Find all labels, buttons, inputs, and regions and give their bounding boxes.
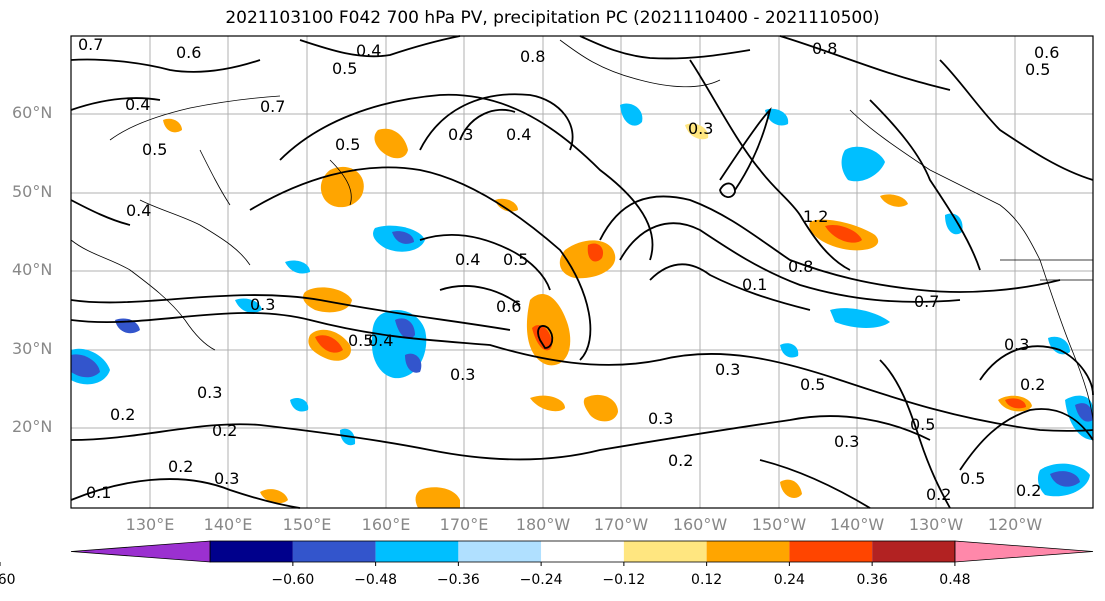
colorbar-tick-label: −0.60 bbox=[271, 572, 315, 588]
contour-label: 0.2 bbox=[110, 405, 135, 424]
colorbar-bin bbox=[872, 541, 955, 562]
contour-label: 0.5 bbox=[960, 469, 985, 488]
contour-label: 0.6 bbox=[496, 297, 521, 316]
contour-label: 0.3 bbox=[450, 365, 475, 384]
graticule bbox=[71, 36, 1093, 508]
contour-label: 0.3 bbox=[197, 383, 222, 402]
contour-label: 0.5 bbox=[348, 331, 373, 350]
map-panel: 0.7 0.6 0.5 0.4 0.8 0.8 0.6 0.5 0.4 0.5 … bbox=[70, 35, 1094, 509]
colorbar-tick-label: 0.12 bbox=[691, 572, 723, 588]
lon-label: 170°E bbox=[439, 515, 489, 534]
contour-label: 0.4 bbox=[356, 41, 381, 60]
colorbar-tick-label: 0.36 bbox=[856, 572, 888, 588]
contour-label: 0.4 bbox=[455, 250, 480, 269]
colorbar-bin bbox=[706, 541, 790, 562]
colorbar-bin bbox=[623, 541, 707, 562]
lon-label: 120°W bbox=[987, 515, 1043, 534]
colorbar-tick-label: 0.48 bbox=[939, 572, 971, 588]
contour-label: 0.6 bbox=[176, 43, 201, 62]
contour-label: 0.2 bbox=[212, 421, 237, 440]
colorbar-extend-max bbox=[954, 540, 1094, 563]
colorbar-bin bbox=[789, 541, 873, 562]
contour-label: 0.3 bbox=[1004, 335, 1029, 354]
colorbar-extend-min bbox=[70, 540, 211, 563]
contour-label: 0.3 bbox=[448, 125, 473, 144]
lon-label: 180°W bbox=[515, 515, 571, 534]
lat-label: 50°N bbox=[12, 182, 53, 201]
colorbar-bin bbox=[458, 541, 542, 562]
contour-label: 0.3 bbox=[688, 119, 713, 138]
contour-label: 0.5 bbox=[800, 375, 825, 394]
lat-label: 60°N bbox=[12, 103, 53, 122]
contour-label: 0.1 bbox=[742, 275, 767, 294]
contour-label: 0.8 bbox=[812, 39, 837, 58]
lon-label: 130°E bbox=[125, 515, 175, 534]
lat-label: 30°N bbox=[12, 339, 53, 358]
lon-label: 140°W bbox=[829, 515, 885, 534]
precip-positive-shading bbox=[163, 118, 1032, 508]
contour-label: 0.7 bbox=[78, 35, 103, 54]
contour-label: 0.5 bbox=[503, 250, 528, 269]
contour-label: 0.5 bbox=[1025, 60, 1050, 79]
contour-label: 0.2 bbox=[1016, 481, 1041, 500]
colorbar-bin bbox=[292, 541, 376, 562]
contour-label: 0.3 bbox=[715, 360, 740, 379]
contour-label: 0.3 bbox=[250, 295, 275, 314]
contour-label: 0.6 bbox=[1034, 43, 1059, 62]
contour-label: 0.2 bbox=[926, 485, 951, 504]
colorbar-bin bbox=[375, 541, 459, 562]
contour-label: 0.4 bbox=[125, 95, 150, 114]
contour-label: 0.5 bbox=[142, 140, 167, 159]
contour-label: 0.2 bbox=[1020, 375, 1045, 394]
lon-label: 140°E bbox=[203, 515, 253, 534]
colorbar-tick-label: −0.36 bbox=[436, 572, 480, 588]
contour-label: 0.5 bbox=[332, 59, 357, 78]
contour-label: 0.7 bbox=[914, 292, 939, 311]
map-title: 2021103100 F042 700 hPa PV, precipitatio… bbox=[225, 8, 880, 28]
colorbar-tick-label: 0.24 bbox=[773, 572, 805, 588]
contour-label: 0.3 bbox=[214, 469, 239, 488]
colorbar-tick-label: −0.24 bbox=[519, 572, 563, 588]
contour-label: 1.2 bbox=[803, 207, 828, 226]
colorbar-tick-label: −0.48 bbox=[354, 572, 398, 588]
lon-label: 150°E bbox=[282, 515, 332, 534]
lon-label: 170°W bbox=[593, 515, 649, 534]
colorbar-bin bbox=[541, 541, 624, 562]
contour-label: 0.1 bbox=[86, 483, 111, 502]
lat-label: 20°N bbox=[12, 417, 53, 436]
contour-label: 0.4 bbox=[368, 331, 393, 350]
contour-label: 0.8 bbox=[520, 47, 545, 66]
lon-label: 160°W bbox=[672, 515, 728, 534]
lon-label: 150°W bbox=[751, 515, 807, 534]
contour-labels: 0.7 0.6 0.5 0.4 0.8 0.8 0.6 0.5 0.4 0.5 … bbox=[78, 35, 1059, 504]
pv-contours bbox=[70, 35, 1094, 509]
precip-negative-shading bbox=[71, 103, 1093, 497]
contour-label: 0.8 bbox=[788, 257, 813, 276]
colorbar-tick-label: −0.12 bbox=[602, 572, 646, 588]
contour-label: 0.2 bbox=[168, 457, 193, 476]
contour-label: 0.2 bbox=[668, 451, 693, 470]
contour-label: 0.7 bbox=[260, 97, 285, 116]
colorbar-tick-label: 0.60 bbox=[0, 572, 16, 588]
lon-label: 160°E bbox=[361, 515, 411, 534]
contour-label: 0.3 bbox=[834, 432, 859, 451]
contour-label: 0.5 bbox=[910, 415, 935, 434]
colorbar bbox=[0, 540, 1094, 566]
lon-label: 130°W bbox=[908, 515, 964, 534]
contour-label: 0.4 bbox=[126, 201, 151, 220]
lat-label: 40°N bbox=[12, 260, 53, 279]
colorbar-bin bbox=[210, 541, 293, 562]
contour-label: 0.5 bbox=[335, 135, 360, 154]
coastlines bbox=[70, 39, 1094, 421]
contour-label: 0.3 bbox=[648, 409, 673, 428]
contour-label: 0.4 bbox=[506, 125, 531, 144]
